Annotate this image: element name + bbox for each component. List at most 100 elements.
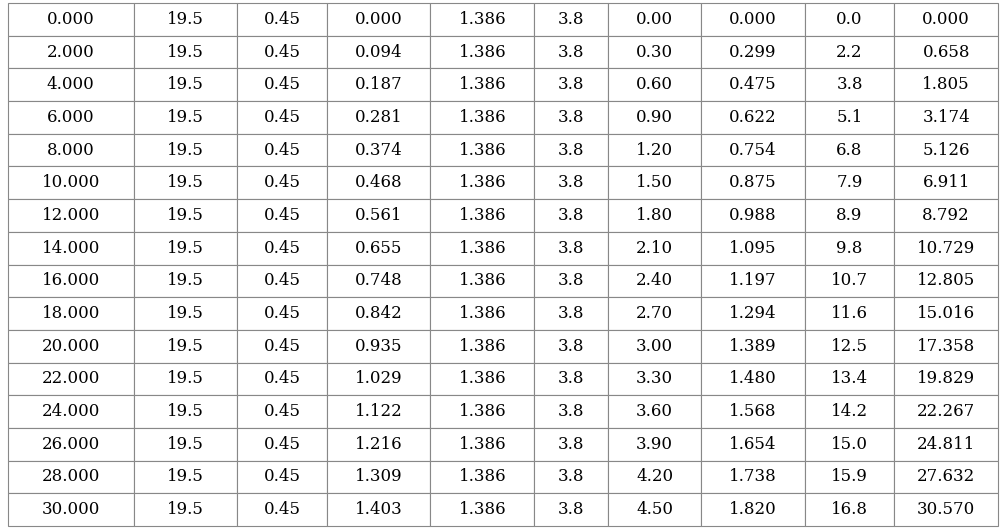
Text: 19.5: 19.5 [167, 501, 204, 518]
Text: 18.000: 18.000 [42, 305, 100, 322]
Bar [608, 264, 701, 297]
Bar [894, 395, 998, 428]
Text: 0.000: 0.000 [355, 11, 402, 28]
Bar [327, 395, 430, 428]
Text: 1.386: 1.386 [458, 207, 506, 224]
Text: 1.386: 1.386 [458, 240, 506, 257]
Bar [701, 264, 805, 297]
Text: 1.386: 1.386 [458, 109, 506, 126]
Text: 1.480: 1.480 [729, 370, 777, 387]
Bar [701, 330, 805, 362]
Bar [701, 35, 805, 68]
Bar [237, 494, 327, 526]
Text: 3.00: 3.00 [636, 338, 673, 355]
Text: 24.811: 24.811 [917, 436, 975, 453]
Bar [327, 297, 430, 330]
Text: 6.911: 6.911 [922, 174, 970, 191]
Text: 13.4: 13.4 [831, 370, 868, 387]
Bar [805, 3, 894, 35]
Bar [894, 297, 998, 330]
Bar [327, 199, 430, 232]
Bar [327, 362, 430, 395]
Bar [134, 264, 237, 297]
Text: 1.386: 1.386 [458, 142, 506, 159]
Bar [430, 264, 534, 297]
Bar [608, 395, 701, 428]
Bar [8, 35, 134, 68]
Bar [327, 68, 430, 101]
Text: 0.45: 0.45 [263, 11, 300, 28]
Bar [8, 362, 134, 395]
Bar [134, 494, 237, 526]
Bar [608, 494, 701, 526]
Bar [237, 428, 327, 461]
Text: 0.45: 0.45 [263, 403, 300, 420]
Text: 4.50: 4.50 [636, 501, 673, 518]
Text: 28.000: 28.000 [42, 469, 100, 486]
Text: 0.187: 0.187 [355, 76, 402, 93]
Text: 1.50: 1.50 [636, 174, 673, 191]
Text: 19.5: 19.5 [167, 207, 204, 224]
Text: 19.5: 19.5 [167, 305, 204, 322]
Bar [894, 199, 998, 232]
Bar [805, 199, 894, 232]
Text: 1.568: 1.568 [729, 403, 777, 420]
Bar [134, 297, 237, 330]
Text: 19.5: 19.5 [167, 43, 204, 60]
Text: 1.386: 1.386 [458, 436, 506, 453]
Bar [327, 461, 430, 494]
Text: 12.000: 12.000 [42, 207, 100, 224]
Text: 1.386: 1.386 [458, 43, 506, 60]
Bar [608, 167, 701, 199]
Bar [534, 461, 608, 494]
Text: 3.8: 3.8 [558, 501, 584, 518]
Text: 12.805: 12.805 [917, 272, 975, 289]
Text: 24.000: 24.000 [42, 403, 100, 420]
Bar [608, 35, 701, 68]
Bar [894, 494, 998, 526]
Bar [430, 101, 534, 134]
Text: 19.5: 19.5 [167, 76, 204, 93]
Text: 1.386: 1.386 [458, 11, 506, 28]
Bar [8, 68, 134, 101]
Bar [805, 68, 894, 101]
Bar [134, 134, 237, 167]
Text: 8.9: 8.9 [836, 207, 863, 224]
Text: 1.197: 1.197 [729, 272, 777, 289]
Text: 19.5: 19.5 [167, 338, 204, 355]
Text: 0.60: 0.60 [636, 76, 673, 93]
Bar [894, 232, 998, 264]
Text: 19.829: 19.829 [917, 370, 975, 387]
Text: 4.20: 4.20 [636, 469, 673, 486]
Text: 7.9: 7.9 [836, 174, 863, 191]
Bar [430, 494, 534, 526]
Text: 6.8: 6.8 [836, 142, 863, 159]
Text: 0.30: 0.30 [636, 43, 673, 60]
Text: 1.095: 1.095 [729, 240, 777, 257]
Bar [8, 3, 134, 35]
Text: 3.8: 3.8 [558, 240, 584, 257]
Text: 14.000: 14.000 [42, 240, 100, 257]
Bar [894, 101, 998, 134]
Text: 19.5: 19.5 [167, 142, 204, 159]
Bar [608, 101, 701, 134]
Bar [534, 264, 608, 297]
Text: 0.374: 0.374 [355, 142, 402, 159]
Text: 0.754: 0.754 [729, 142, 777, 159]
Text: 0.281: 0.281 [355, 109, 402, 126]
Text: 0.988: 0.988 [729, 207, 777, 224]
Bar [805, 461, 894, 494]
Bar [534, 362, 608, 395]
Bar [805, 428, 894, 461]
Bar [430, 199, 534, 232]
Bar [237, 232, 327, 264]
Text: 0.561: 0.561 [355, 207, 402, 224]
Bar [534, 232, 608, 264]
Bar [608, 330, 701, 362]
Text: 0.475: 0.475 [729, 76, 777, 93]
Text: 2.000: 2.000 [47, 43, 95, 60]
Bar [237, 330, 327, 362]
Text: 19.5: 19.5 [167, 240, 204, 257]
Bar [134, 35, 237, 68]
Text: 8.792: 8.792 [922, 207, 970, 224]
